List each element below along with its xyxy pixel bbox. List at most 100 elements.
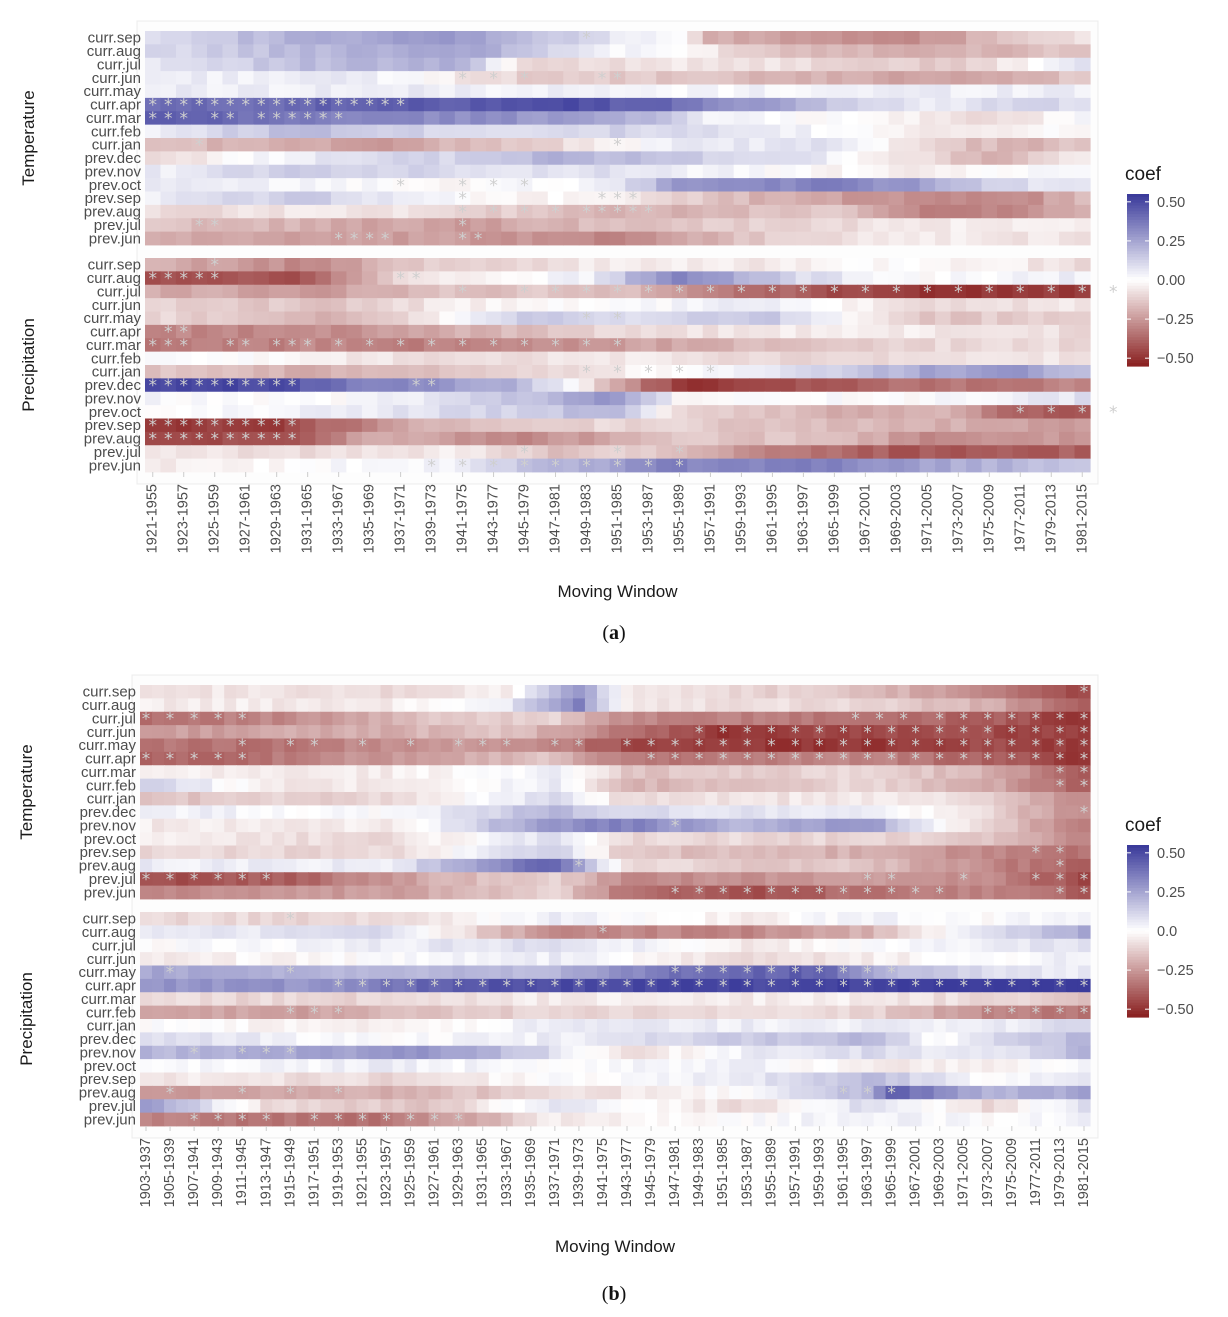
heatmap-cell <box>957 1072 971 1087</box>
heatmap-cell <box>904 191 921 206</box>
heatmap-cell <box>164 1099 177 1114</box>
heatmap-cell <box>145 445 162 460</box>
heatmap-cell <box>795 138 812 152</box>
heatmap-cell <box>705 738 718 753</box>
heatmap-cell <box>164 805 177 820</box>
heatmap-cell <box>826 445 843 460</box>
heatmap-cell <box>380 792 394 806</box>
row-label: curr.feb <box>91 350 141 367</box>
heatmap-cell <box>669 925 682 940</box>
heatmap-cell <box>1065 711 1079 726</box>
heatmap-cell <box>368 738 382 753</box>
facet-label: Precipitation <box>19 318 38 412</box>
heatmap-cell <box>548 965 562 980</box>
heatmap-cell <box>361 151 378 166</box>
heatmap-cell <box>826 284 843 299</box>
significance-star: * <box>863 870 872 890</box>
heatmap-cell <box>671 84 688 99</box>
heatmap-cell <box>512 1019 526 1033</box>
heatmap-cell <box>919 324 936 339</box>
heatmap-cell <box>392 204 409 219</box>
heatmap-cell <box>933 751 947 766</box>
heatmap-cell <box>825 1059 839 1073</box>
heatmap-cell <box>188 992 201 1007</box>
significance-star: * <box>458 69 467 89</box>
heatmap-cell <box>501 271 518 286</box>
heatmap-cell <box>572 751 586 766</box>
heatmap-cell <box>516 338 533 353</box>
significance-star: * <box>286 1043 295 1063</box>
heatmap-cell <box>933 1032 947 1047</box>
heatmap-cell <box>206 405 224 419</box>
heatmap-cell <box>1053 952 1067 966</box>
significance-star: * <box>551 736 560 756</box>
heatmap-cell <box>175 124 193 139</box>
heatmap-cell <box>206 311 224 326</box>
heatmap-cell <box>191 351 208 366</box>
heatmap-cell <box>560 751 574 766</box>
heatmap-cell <box>145 324 162 339</box>
heatmap-cell <box>464 952 478 966</box>
legend-color-step <box>1127 343 1149 347</box>
heatmap-cell <box>633 685 646 699</box>
heatmap-cell <box>645 738 658 753</box>
heatmap-cell <box>919 418 936 433</box>
heatmap-cell <box>284 84 301 99</box>
heatmap-cell <box>140 978 153 993</box>
significance-star: * <box>791 750 800 770</box>
significance-star: * <box>613 336 622 356</box>
heatmap-cell <box>1041 978 1055 993</box>
significance-star: * <box>190 709 199 729</box>
significance-star: * <box>458 203 467 223</box>
heatmap-cell <box>488 725 502 739</box>
heatmap-cell <box>284 231 301 246</box>
heatmap-cell <box>176 925 189 940</box>
heatmap-cell <box>801 778 815 793</box>
heatmap-cell <box>191 44 208 59</box>
heatmap-cell <box>645 1099 658 1114</box>
heatmap-cell <box>981 418 998 433</box>
heatmap-cell <box>687 324 704 339</box>
heatmap-cell <box>780 445 797 460</box>
heatmap-cell <box>1043 458 1060 473</box>
heatmap-cell <box>749 151 766 166</box>
heatmap-cell <box>888 271 905 286</box>
heatmap-cell <box>330 231 347 246</box>
heatmap-cell <box>404 751 418 766</box>
heatmap-cell <box>789 778 802 793</box>
heatmap-cell <box>608 698 622 713</box>
heatmap-cell <box>861 805 875 820</box>
significance-star: * <box>599 923 608 943</box>
heatmap-cell <box>380 1085 394 1100</box>
heatmap-cell <box>572 872 586 887</box>
heatmap-cell <box>1043 258 1060 272</box>
x-tick-label: 1957-1991 <box>702 484 718 553</box>
heatmap-cell <box>392 31 409 45</box>
significance-star: * <box>935 883 944 903</box>
heatmap-cell <box>377 71 394 85</box>
significance-star: * <box>582 282 591 302</box>
heatmap-cell <box>729 1059 742 1073</box>
significance-star: * <box>598 189 607 209</box>
heatmap-cell <box>633 885 646 900</box>
heatmap-cell <box>795 231 812 246</box>
significance-star: * <box>887 870 896 890</box>
heatmap-cell <box>488 912 502 926</box>
heatmap-cell <box>718 405 735 419</box>
heatmap-cell <box>152 738 165 753</box>
heatmap-cell <box>152 992 165 1007</box>
heatmap-cell <box>501 151 518 166</box>
heatmap-cell <box>594 191 611 206</box>
heatmap-cell <box>873 391 890 406</box>
heatmap-cell <box>470 284 487 299</box>
heatmap-cell <box>315 57 332 72</box>
heatmap-cell <box>1074 31 1091 45</box>
heatmap-cell <box>921 1005 935 1020</box>
heatmap-cell <box>656 71 673 85</box>
heatmap-cell <box>717 832 730 846</box>
heatmap-cell <box>1077 1045 1091 1060</box>
heatmap-cell <box>404 1032 418 1047</box>
heatmap-cell <box>236 925 249 940</box>
heatmap-cell <box>811 378 828 393</box>
